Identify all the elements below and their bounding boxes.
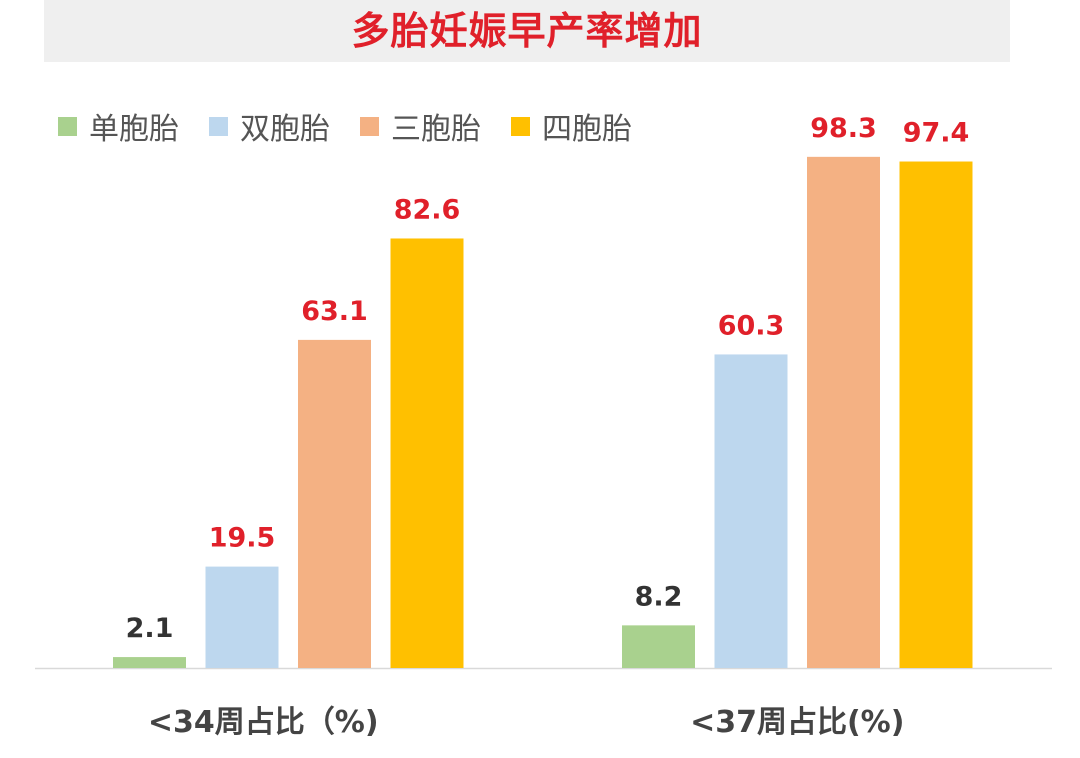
data-label-twins-1: 19.5 xyxy=(209,523,276,554)
data-label-triplets-2: 98.3 xyxy=(810,113,877,144)
legend-item-triplets: 三胞胎 xyxy=(360,104,481,148)
data-label-quadruplets-2: 97.4 xyxy=(903,118,970,149)
data-label-singleton-1: 2.1 xyxy=(126,613,174,644)
title-band xyxy=(44,0,1010,62)
bar-triplets-2 xyxy=(807,156,880,668)
legend-item-singleton: 单胞胎 xyxy=(58,104,179,148)
legend-item-quadruplets: 四胞胎 xyxy=(511,104,632,148)
data-label-singleton-2: 8.2 xyxy=(635,581,683,612)
legend-label-twins: 双胞胎 xyxy=(240,112,330,147)
legend-swatch-triplets xyxy=(360,116,379,136)
chart-title: 多胎妊娠早产率增加 xyxy=(351,9,703,53)
legend-swatch-twins xyxy=(209,116,228,136)
legend-label-quadruplets: 四胞胎 xyxy=(542,112,632,147)
legend-swatch-quadruplets xyxy=(511,116,530,136)
legend-item-twins: 双胞胎 xyxy=(209,104,330,148)
bar-triplets-1 xyxy=(298,339,371,668)
legend-swatch-singleton xyxy=(58,116,77,136)
bar-twins-2 xyxy=(714,354,788,668)
category-label-1: <34周占比（%) xyxy=(148,705,379,740)
bar-quadruplets-2 xyxy=(899,161,973,668)
bar-quadruplets-1 xyxy=(390,238,464,669)
data-label-twins-2: 60.3 xyxy=(718,310,785,341)
data-label-quadruplets-1: 82.6 xyxy=(394,194,461,225)
data-label-triplets-1: 63.1 xyxy=(301,296,368,327)
bar-twins-1 xyxy=(205,566,279,668)
legend: 单胞胎 双胞胎 三胞胎 四胞胎 xyxy=(58,104,662,148)
legend-label-triplets: 三胞胎 xyxy=(391,112,481,147)
category-label-2: <37周占比(%) xyxy=(690,705,904,740)
legend-label-singleton: 单胞胎 xyxy=(89,112,179,147)
bar-singleton-1 xyxy=(113,657,186,668)
bar-singleton-2 xyxy=(622,625,695,668)
